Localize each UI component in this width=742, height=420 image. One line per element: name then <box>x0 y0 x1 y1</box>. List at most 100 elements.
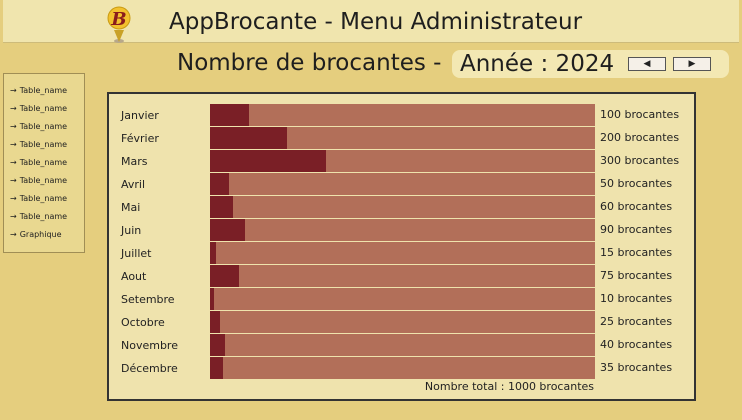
bar-value-label: 200 brocantes <box>600 131 680 144</box>
bar-value-label: 25 brocantes <box>600 315 673 328</box>
sidebar-item-table-name[interactable]: → Table_name <box>4 154 84 172</box>
bar-track <box>210 196 595 218</box>
bar-fill <box>210 219 245 241</box>
month-label: Juin <box>121 224 142 237</box>
arrow-right-icon: → <box>10 212 17 221</box>
month-label: Octobre <box>121 316 165 329</box>
month-label: Mars <box>121 155 148 168</box>
sidebar-menu: → Table_name → Table_name → Table_name → Table_… <box>3 73 85 253</box>
chart-row: Juillet 15 brocantes <box>109 242 694 264</box>
month-label: Avril <box>121 178 146 191</box>
bar-value-label: 300 brocantes <box>600 154 680 167</box>
bar-track <box>210 150 595 172</box>
bar-value-label: 35 brocantes <box>600 361 673 374</box>
sidebar-item-table-name[interactable]: → Table_name <box>4 82 84 100</box>
year-selector: Année : 2024 ◀ ▶ <box>452 50 729 78</box>
sidebar-item-table-name[interactable]: → Table_name <box>4 136 84 154</box>
sidebar-item-table-name[interactable]: → Table_name <box>4 100 84 118</box>
chart-row: Juin 90 brocantes <box>109 219 694 241</box>
month-label: Aout <box>121 270 147 283</box>
chart-row: Octobre 25 brocantes <box>109 311 694 333</box>
chart-row: Setembre 10 brocantes <box>109 288 694 310</box>
month-label: Décembre <box>121 362 178 375</box>
app-header: B AppBrocante - Menu Administrateur <box>3 0 739 43</box>
bar-fill <box>210 357 223 379</box>
chart-row: Aout 75 brocantes <box>109 265 694 287</box>
sidebar-item-label: Table_name <box>19 158 68 167</box>
bar-track <box>210 104 595 126</box>
month-label: Janvier <box>121 109 159 122</box>
page-title-text: Nombre de brocantes - <box>177 50 442 76</box>
bar-fill <box>210 334 225 356</box>
next-year-button[interactable]: ▶ <box>673 57 711 71</box>
bar-fill <box>210 242 216 264</box>
sidebar-item-label: Table_name <box>19 194 68 203</box>
bar-fill <box>210 288 214 310</box>
svg-text:B: B <box>110 9 126 30</box>
sidebar-item-label: Table_name <box>19 104 68 113</box>
brocante-logo-icon: B <box>107 6 131 43</box>
month-label: Février <box>121 132 159 145</box>
bar-value-label: 90 brocantes <box>600 223 673 236</box>
bar-track <box>210 357 595 379</box>
sidebar-item-label: Table_name <box>19 212 68 221</box>
bar-fill <box>210 196 233 218</box>
bar-track <box>210 219 595 241</box>
sidebar-item-table-name[interactable]: → Table_name <box>4 172 84 190</box>
chart-row: Mai 60 brocantes <box>109 196 694 218</box>
sidebar-item-table-name[interactable]: → Table_name <box>4 208 84 226</box>
chart-row: Décembre 35 brocantes <box>109 357 694 379</box>
sidebar-item-label: Graphique <box>19 230 62 239</box>
chart-row: Avril 50 brocantes <box>109 173 694 195</box>
arrow-right-icon: → <box>10 176 17 185</box>
bar-fill <box>210 173 229 195</box>
sidebar-item-table-name[interactable]: → Table_name <box>4 190 84 208</box>
app-title: AppBrocante - Menu Administrateur <box>169 9 583 35</box>
previous-year-button[interactable]: ◀ <box>628 57 666 71</box>
bar-track <box>210 127 595 149</box>
month-label: Novembre <box>121 339 178 352</box>
month-label: Setembre <box>121 293 175 306</box>
sidebar-item-table-name[interactable]: → Table_name <box>4 118 84 136</box>
bar-value-label: 100 brocantes <box>600 108 680 121</box>
bar-value-label: 40 brocantes <box>600 338 673 351</box>
arrow-right-icon: → <box>10 122 17 131</box>
bar-fill <box>210 311 220 333</box>
bar-track <box>210 242 595 264</box>
bar-value-label: 10 brocantes <box>600 292 673 305</box>
arrow-right-icon: → <box>10 194 17 203</box>
bar-track <box>210 311 595 333</box>
chart-row: Novembre 40 brocantes <box>109 334 694 356</box>
arrow-right-icon: → <box>10 86 17 95</box>
sidebar-item-label: Table_name <box>19 176 68 185</box>
bar-value-label: 60 brocantes <box>600 200 673 213</box>
bar-fill <box>210 150 326 172</box>
sidebar-item-label: Table_name <box>19 86 68 95</box>
chevron-right-icon: ▶ <box>688 59 696 69</box>
page-title: Nombre de brocantes - <box>177 50 441 76</box>
bar-fill <box>210 127 287 149</box>
month-label: Mai <box>121 201 141 214</box>
bar-track <box>210 334 595 356</box>
arrow-right-icon: → <box>10 140 17 149</box>
total-label: Nombre total : 1000 brocantes <box>424 380 594 393</box>
bar-track <box>210 288 595 310</box>
chevron-left-icon: ◀ <box>643 59 651 69</box>
arrow-right-icon: → <box>10 104 17 113</box>
bar-value-label: 75 brocantes <box>600 269 673 282</box>
year-label: Année : 2024 <box>460 51 615 77</box>
bar-value-label: 50 brocantes <box>600 177 673 190</box>
sidebar-item-label: Table_name <box>19 122 68 131</box>
arrow-right-icon: → <box>10 230 17 239</box>
sidebar-item-graphique[interactable]: → Graphique <box>4 226 84 244</box>
chart-row: Janvier 100 brocantes <box>109 104 694 126</box>
chart-row: Février 200 brocantes <box>109 127 694 149</box>
chart-panel: Nombre total : 1000 brocantes Janvier 100… <box>107 92 696 401</box>
bar-track <box>210 173 595 195</box>
bar-fill <box>210 104 249 126</box>
arrow-right-icon: → <box>10 158 17 167</box>
chart-row: Mars 300 brocantes <box>109 150 694 172</box>
bar-track <box>210 265 595 287</box>
sidebar-item-label: Table_name <box>19 140 68 149</box>
bar-value-label: 15 brocantes <box>600 246 673 259</box>
